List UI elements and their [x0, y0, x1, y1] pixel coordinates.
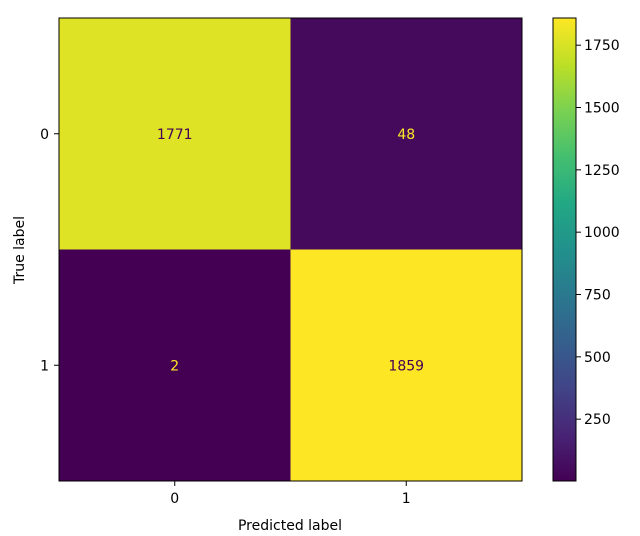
cell-value-label: 2: [170, 358, 179, 374]
colorbar-ticks: 250 500 750 1000 1250 1500 1750: [576, 38, 620, 428]
x-axis-label: Predicted label: [238, 518, 342, 534]
heatmap-cell: [290, 18, 522, 250]
cell-value-label: 1771: [157, 127, 193, 143]
cell-value-label: 48: [397, 127, 415, 143]
colorbar: [552, 17, 577, 482]
colorbar-tick-label: 1000: [584, 225, 620, 241]
colorbar-tick-label: 750: [584, 288, 611, 304]
colorbar-tick-label: 500: [584, 350, 611, 366]
cell-value-label: 1859: [388, 358, 424, 374]
heatmap-cell: [59, 249, 291, 481]
colorbar-tick-label: 250: [584, 412, 611, 428]
heatmap-cell: [290, 249, 522, 481]
x-tick-label: 1: [402, 491, 411, 507]
colorbar-tick-label: 1250: [584, 163, 620, 179]
y-tick-label: 1: [40, 358, 49, 374]
colorbar-tick-label: 1750: [584, 38, 620, 54]
x-tick-label: 0: [170, 491, 179, 507]
heatmap-cells: 1771 48 2 1859: [59, 18, 522, 481]
y-axis-label: True label: [12, 216, 28, 285]
colorbar-tick-label: 1500: [584, 101, 620, 117]
plot-frame: [58, 17, 523, 482]
y-tick-label: 0: [40, 127, 49, 143]
y-axis-ticks: 01: [40, 127, 59, 374]
heatmap-cell: [59, 18, 291, 250]
